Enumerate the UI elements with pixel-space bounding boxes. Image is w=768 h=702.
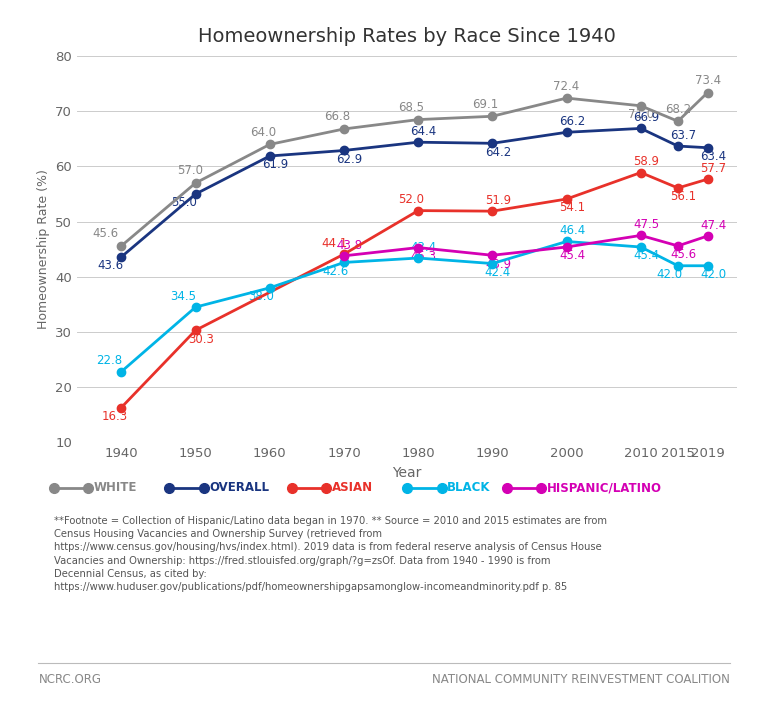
Text: **Footnote = Collection of Hispanic/Latino data began in 1970. ** Source = 2010 : **Footnote = Collection of Hispanic/Lati… <box>54 516 607 592</box>
Text: 66.9: 66.9 <box>634 111 660 124</box>
Text: 57.7: 57.7 <box>700 162 727 175</box>
Text: 38.0: 38.0 <box>249 290 274 303</box>
Text: 45.6: 45.6 <box>92 227 118 240</box>
Text: 64.2: 64.2 <box>485 145 511 159</box>
Text: 46.4: 46.4 <box>559 225 585 237</box>
Text: 57.0: 57.0 <box>177 164 203 178</box>
Text: 42.0: 42.0 <box>700 268 727 281</box>
Text: 30.3: 30.3 <box>188 333 214 345</box>
Title: Homeownership Rates by Race Since 1940: Homeownership Rates by Race Since 1940 <box>198 27 616 46</box>
Text: 55.0: 55.0 <box>171 197 197 209</box>
Text: 44.1: 44.1 <box>321 237 347 250</box>
Text: 66.8: 66.8 <box>324 110 350 124</box>
Text: 58.9: 58.9 <box>634 155 660 168</box>
Text: OVERALL: OVERALL <box>209 482 269 494</box>
Text: ASIAN: ASIAN <box>332 482 373 494</box>
Text: 43.9: 43.9 <box>485 258 511 270</box>
Text: 72.4: 72.4 <box>554 79 580 93</box>
Text: BLACK: BLACK <box>447 482 491 494</box>
Text: 62.9: 62.9 <box>336 153 362 166</box>
Text: 42.6: 42.6 <box>323 265 349 278</box>
Text: 63.7: 63.7 <box>670 129 697 142</box>
Text: 42.4: 42.4 <box>485 266 511 279</box>
Text: 47.5: 47.5 <box>634 218 660 231</box>
Text: 45.4: 45.4 <box>634 249 660 263</box>
Text: 43.6: 43.6 <box>98 259 124 272</box>
Text: 54.1: 54.1 <box>559 201 585 214</box>
Text: NATIONAL COMMUNITY REINVESTMENT COALITION: NATIONAL COMMUNITY REINVESTMENT COALITIO… <box>432 673 730 686</box>
Text: 43.8: 43.8 <box>336 239 362 251</box>
Text: 56.1: 56.1 <box>670 190 697 204</box>
Text: NCRC.ORG: NCRC.ORG <box>38 673 101 686</box>
Text: 66.2: 66.2 <box>559 115 585 128</box>
Text: 51.9: 51.9 <box>485 194 511 207</box>
Text: 71.0: 71.0 <box>627 108 654 121</box>
Text: 16.3: 16.3 <box>101 410 127 423</box>
Text: WHITE: WHITE <box>94 482 137 494</box>
Text: 45.4: 45.4 <box>559 249 585 263</box>
Text: 34.5: 34.5 <box>170 290 196 303</box>
Text: 43.4: 43.4 <box>411 241 437 254</box>
Text: 45.3: 45.3 <box>411 250 437 263</box>
Text: 22.8: 22.8 <box>96 355 122 367</box>
Text: 64.4: 64.4 <box>411 125 437 138</box>
Text: 61.9: 61.9 <box>262 158 289 171</box>
Text: 42.0: 42.0 <box>657 268 683 281</box>
Text: 68.2: 68.2 <box>665 102 691 116</box>
X-axis label: Year: Year <box>392 465 422 479</box>
Y-axis label: Homeownership Rate (%): Homeownership Rate (%) <box>37 169 49 329</box>
Text: 73.4: 73.4 <box>694 74 720 87</box>
Text: 64.0: 64.0 <box>250 126 276 139</box>
Text: 63.4: 63.4 <box>700 150 727 163</box>
Text: 47.4: 47.4 <box>700 219 727 232</box>
Text: HISPANIC/LATINO: HISPANIC/LATINO <box>547 482 662 494</box>
Text: 68.5: 68.5 <box>399 101 424 114</box>
Text: 45.6: 45.6 <box>670 249 697 261</box>
Text: 69.1: 69.1 <box>472 98 498 111</box>
Text: 52.0: 52.0 <box>399 194 424 206</box>
